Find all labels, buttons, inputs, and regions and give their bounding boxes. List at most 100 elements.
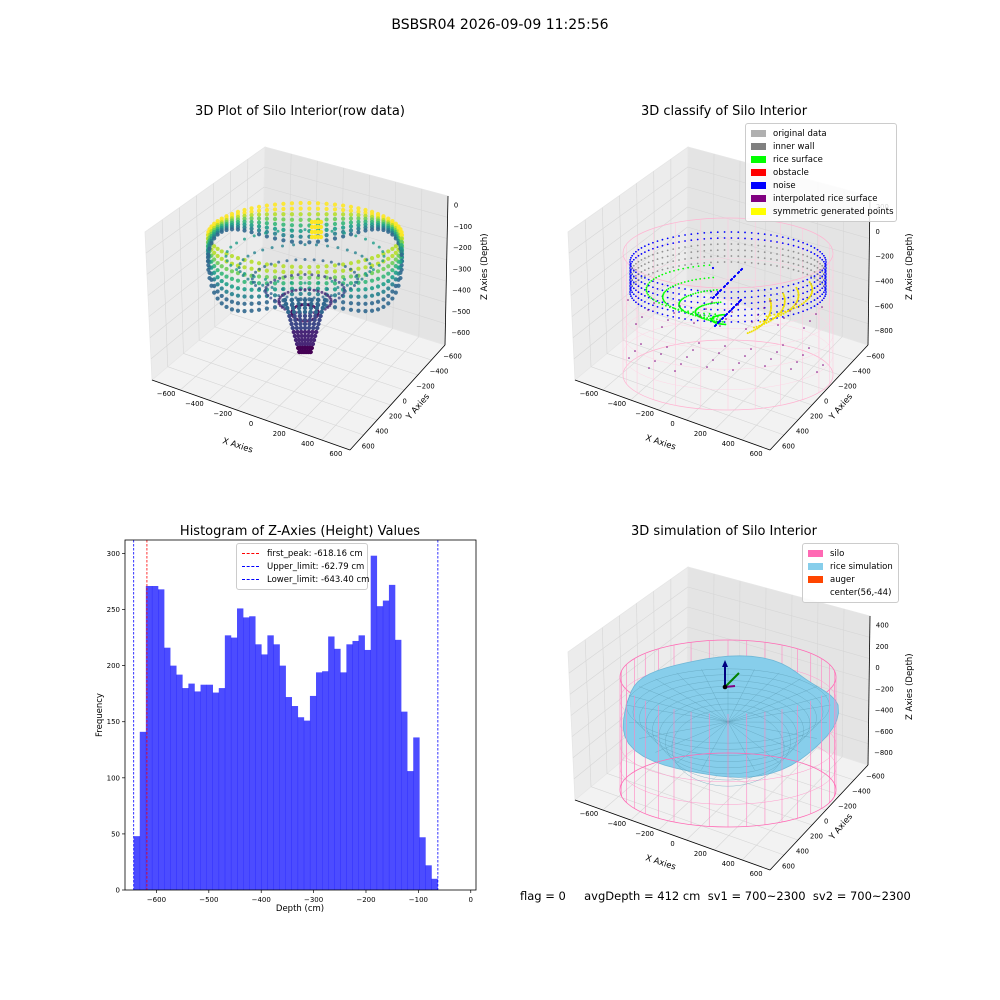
classified-point xyxy=(819,262,821,265)
classified-point xyxy=(632,276,635,279)
data-point xyxy=(393,277,398,282)
classified-point xyxy=(757,307,760,310)
grid-line xyxy=(262,246,446,303)
classified-point xyxy=(816,371,818,373)
classified-point xyxy=(652,253,654,256)
data-point xyxy=(375,284,381,289)
x-tick-label: −200 xyxy=(635,830,654,838)
y-axis-line xyxy=(349,344,446,451)
data-point xyxy=(343,289,347,293)
classified-point xyxy=(703,302,706,305)
classified-point xyxy=(682,267,685,270)
data-point xyxy=(282,297,288,303)
classified-point xyxy=(658,301,660,304)
data-point xyxy=(289,212,295,217)
data-point xyxy=(242,216,247,221)
classified-point xyxy=(703,264,705,267)
histogram-bar xyxy=(413,737,420,890)
histogram-bar xyxy=(395,639,402,890)
classified-point xyxy=(822,266,825,269)
classified-point xyxy=(656,264,659,267)
data-point xyxy=(296,297,301,303)
legend-label: obstacle xyxy=(773,167,809,178)
classified-point xyxy=(809,320,811,322)
legend-label: rice surface xyxy=(773,154,823,165)
data-point xyxy=(381,227,386,233)
data-point xyxy=(229,299,235,304)
classified-point xyxy=(790,308,793,311)
data-point xyxy=(375,299,381,304)
classified-point xyxy=(723,243,726,245)
classified-point xyxy=(635,256,637,259)
data-point xyxy=(356,206,361,211)
data-point xyxy=(219,229,224,234)
classified-point xyxy=(770,358,772,360)
data-point xyxy=(369,293,375,298)
data-point xyxy=(310,329,315,335)
classified-point xyxy=(821,293,824,296)
grid-line xyxy=(293,328,393,431)
histogram-bar xyxy=(151,585,159,890)
classified-point xyxy=(691,279,694,282)
classified-point xyxy=(631,297,634,300)
histogram-bar xyxy=(419,837,426,890)
histogram-bar xyxy=(237,608,244,890)
data-point xyxy=(390,232,395,237)
classified-point xyxy=(655,300,658,303)
classified-point xyxy=(781,248,784,251)
data-point xyxy=(264,262,269,267)
data-point xyxy=(337,262,341,266)
data-point xyxy=(206,263,211,268)
classified-point xyxy=(627,299,629,301)
data-point xyxy=(281,217,286,222)
grid-line xyxy=(687,586,870,638)
data-point xyxy=(235,301,241,306)
classified-point xyxy=(695,278,697,281)
data-point xyxy=(289,321,294,327)
classified-point xyxy=(813,265,816,267)
classified-point xyxy=(793,304,796,307)
classified-point xyxy=(806,298,809,301)
histogram-legend: first_peak: -618.16 cm Upper_limit: -62.7… xyxy=(236,543,369,590)
histogram-bar xyxy=(249,616,256,890)
data-point xyxy=(348,224,354,229)
classified-point xyxy=(769,310,772,313)
histogram-bar xyxy=(334,648,341,890)
classified-point xyxy=(714,313,717,316)
classified-point xyxy=(656,240,659,243)
classified-point xyxy=(763,294,766,297)
data-point xyxy=(363,222,368,227)
classified-point xyxy=(821,306,823,308)
data-point xyxy=(319,309,324,315)
legend-swatch xyxy=(808,589,823,596)
data-point xyxy=(229,227,235,232)
grid-line xyxy=(712,153,715,296)
classified-point xyxy=(671,285,674,288)
data-point xyxy=(315,301,320,307)
classified-point xyxy=(713,302,715,304)
classified-point xyxy=(783,303,786,306)
data-point xyxy=(272,236,278,241)
data-point xyxy=(237,266,241,270)
data-point xyxy=(224,274,229,279)
classified-point xyxy=(768,318,771,321)
classified-point xyxy=(750,231,753,234)
classified-point xyxy=(750,255,753,258)
data-point xyxy=(336,246,340,250)
data-point xyxy=(293,321,299,327)
classified-point xyxy=(770,294,772,296)
data-point xyxy=(242,219,247,224)
classified-point xyxy=(646,292,649,294)
x-tick-label: −600 xyxy=(147,896,166,904)
classified-point xyxy=(757,238,760,241)
classified-point xyxy=(656,252,659,255)
classified-point xyxy=(662,293,665,296)
classified-point xyxy=(813,281,816,283)
z-tick-label: −200 xyxy=(875,253,894,261)
data-point xyxy=(324,232,329,238)
classified-point xyxy=(640,281,643,283)
data-point xyxy=(280,287,284,291)
data-point xyxy=(309,345,314,351)
classified-point xyxy=(787,243,790,246)
data-point xyxy=(363,219,368,224)
